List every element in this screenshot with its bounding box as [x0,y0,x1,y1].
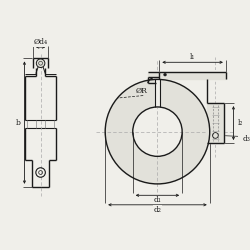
Text: b: b [15,118,20,126]
Polygon shape [133,107,182,156]
Circle shape [164,73,166,76]
Text: l₁: l₁ [190,52,195,60]
Polygon shape [148,72,159,78]
Text: d₂: d₂ [154,206,162,214]
Polygon shape [105,80,210,184]
Polygon shape [159,72,226,80]
Text: d₃: d₃ [243,135,250,143]
Polygon shape [207,103,224,143]
Text: ØR: ØR [135,87,147,95]
Circle shape [36,59,45,68]
Polygon shape [154,78,160,107]
Text: d₁: d₁ [154,196,162,204]
Text: l₂: l₂ [238,119,243,127]
Text: Ød₄: Ød₄ [34,38,48,46]
